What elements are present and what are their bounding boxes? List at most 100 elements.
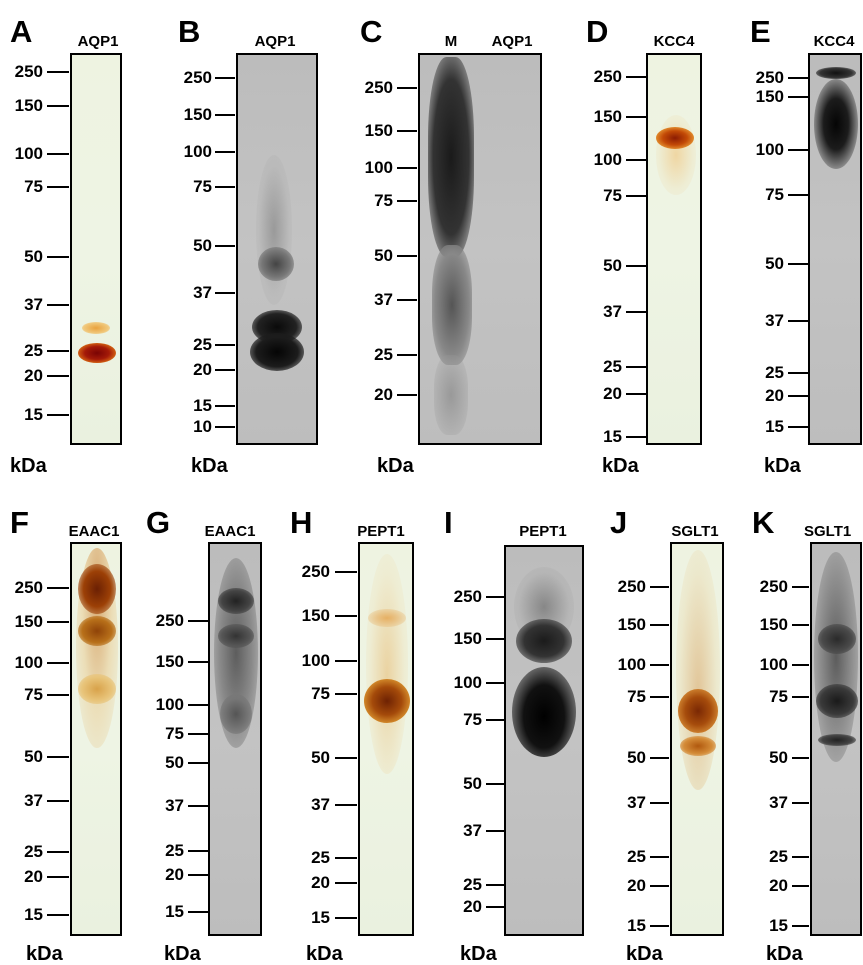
marker-label: 15 (769, 916, 788, 935)
marker-label: 37 (627, 793, 646, 812)
unit-label: kDa (460, 943, 497, 965)
unit-label: kDa (377, 455, 414, 477)
marker-tick (788, 96, 808, 98)
marker-tick (335, 917, 357, 919)
marker-tick (486, 682, 504, 684)
marker-label: 25 (165, 841, 184, 860)
gel-strip (358, 542, 414, 936)
panel-letter: G (146, 505, 171, 540)
marker-tick (792, 664, 809, 666)
marker-tick (792, 624, 809, 626)
marker-label: 20 (193, 360, 212, 379)
marker-label: 37 (24, 295, 43, 314)
marker-tick (215, 426, 235, 428)
protein-band (814, 79, 858, 169)
marker-label: 250 (364, 78, 393, 97)
unit-label: kDa (191, 455, 228, 477)
marker-tick (788, 372, 808, 374)
marker-label: 37 (24, 791, 43, 810)
marker-label: 20 (463, 897, 482, 916)
marker-tick (47, 186, 69, 188)
marker-label: 75 (24, 177, 43, 196)
marker-tick (47, 800, 69, 802)
marker-label: 75 (627, 687, 646, 706)
marker-tick (188, 762, 208, 764)
marker-tick (397, 87, 417, 89)
marker-tick (47, 914, 69, 916)
marker-label: 25 (769, 847, 788, 866)
unit-label: kDa (26, 943, 63, 965)
marker-label: 15 (765, 417, 784, 436)
marker-label: 37 (311, 795, 330, 814)
marker-tick (486, 719, 504, 721)
marker-tick (792, 856, 809, 858)
marker-label: 150 (755, 87, 784, 106)
lane-label: AQP1 (254, 33, 296, 50)
marker-label: 50 (463, 774, 482, 793)
marker-lane (434, 355, 468, 435)
lane-label: EAAC1 (68, 523, 120, 540)
marker-label: 37 (374, 290, 393, 309)
marker-tick (626, 393, 646, 395)
marker-tick (486, 830, 504, 832)
marker-tick (397, 130, 417, 132)
marker-label: 20 (24, 867, 43, 886)
marker-tick (215, 77, 235, 79)
marker-tick (397, 299, 417, 301)
marker-label: 75 (374, 191, 393, 210)
marker-label: 150 (301, 606, 330, 625)
marker-tick (792, 885, 809, 887)
marker-tick (626, 159, 646, 161)
marker-tick (188, 661, 208, 663)
marker-label: 150 (14, 612, 43, 631)
protein-band (368, 609, 406, 627)
marker-label: 100 (14, 144, 43, 163)
marker-label: 37 (165, 796, 184, 815)
protein-band (78, 674, 116, 704)
marker-tick (215, 405, 235, 407)
marker-label: 100 (301, 651, 330, 670)
marker-tick (335, 882, 357, 884)
lane-label: KCC4 (653, 33, 695, 50)
protein-band (218, 588, 254, 614)
marker-label: 75 (765, 185, 784, 204)
marker-tick (188, 850, 208, 852)
marker-label: 250 (593, 67, 622, 86)
marker-label: 20 (311, 873, 330, 892)
protein-band (218, 624, 254, 648)
marker-tick (47, 876, 69, 878)
marker-label: 150 (593, 107, 622, 126)
marker-label: 50 (24, 747, 43, 766)
lane-label: KCC4 (813, 33, 855, 50)
marker-label: 75 (193, 177, 212, 196)
protein-band (78, 564, 116, 614)
marker-label: 150 (183, 105, 212, 124)
marker-tick (650, 664, 669, 666)
marker-label: 50 (311, 748, 330, 767)
marker-label: 15 (165, 902, 184, 921)
marker-tick (47, 375, 69, 377)
marker-label: 20 (374, 385, 393, 404)
marker-label: 25 (463, 875, 482, 894)
protein-band (258, 247, 294, 281)
marker-label: 10 (193, 417, 212, 436)
marker-tick (650, 696, 669, 698)
marker-label: 250 (14, 578, 43, 597)
protein-band (678, 689, 718, 733)
gel-strip (70, 542, 122, 936)
panel-letter: D (586, 14, 609, 49)
marker-tick (47, 587, 69, 589)
marker-label: 25 (193, 335, 212, 354)
marker-label: 25 (603, 357, 622, 376)
protein-smear (814, 552, 858, 762)
marker-label: 150 (14, 96, 43, 115)
blot-strip (208, 542, 262, 936)
marker-tick (486, 884, 504, 886)
marker-tick (650, 624, 669, 626)
marker-label: 250 (759, 577, 788, 596)
marker-label: 25 (374, 345, 393, 364)
marker-label: 25 (24, 842, 43, 861)
blot-strip (810, 542, 862, 936)
panel-letter: H (290, 505, 313, 540)
marker-tick (335, 660, 357, 662)
